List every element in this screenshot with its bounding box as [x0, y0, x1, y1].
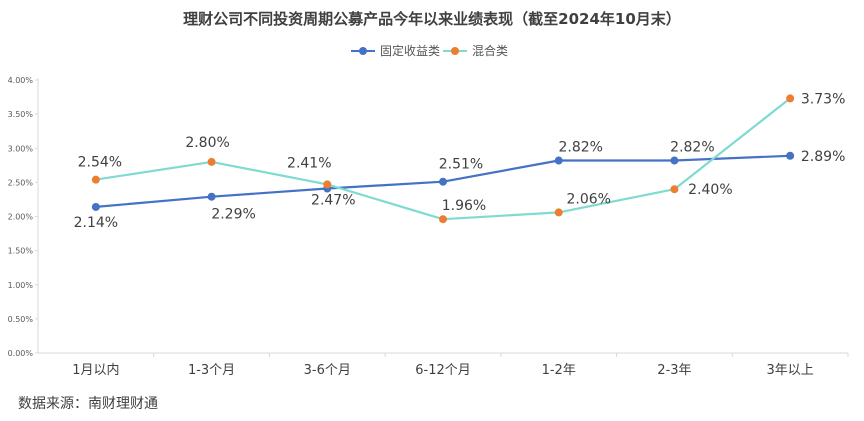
series-1-point: [207, 192, 216, 201]
series-1-data-label: 2.82%: [670, 140, 714, 156]
series-2-point: [670, 185, 679, 194]
series-1-point: [91, 202, 100, 211]
series-2-point: [323, 180, 332, 189]
legend: 固定收益类 混合类: [351, 43, 508, 58]
series-1-point: [670, 156, 679, 165]
y-tick-label: 1.00%: [8, 281, 34, 290]
series-1-point: [439, 177, 447, 186]
series-1-data-label: 2.14%: [74, 215, 118, 231]
series-markers: [91, 94, 795, 224]
series-2-data-label: 2.47%: [311, 192, 355, 208]
axes: 0.00% 0.50% 1.00% 1.50% 2.00% 2.50% 3.00% 3.50%…: [8, 76, 849, 378]
y-tick-label: 0.50%: [8, 315, 34, 324]
data-labels: 2.14% 2.29% 2.41% 2.51% 2.82% 2.82% 2.89% 2.54%…: [74, 91, 846, 231]
series-2-point: [554, 208, 563, 217]
chart-title: 理财公司不同投资周期公募产品今年以来业绩表现（截至2024年10月末）: [183, 10, 681, 28]
legend-marker-2: [451, 47, 459, 55]
series-1-data-label: 2.51%: [439, 157, 483, 173]
series-2-data-label: 3.73%: [801, 91, 845, 107]
legend-label-2: 混合类: [472, 43, 508, 58]
source-note: 数据来源：南财理财通: [18, 396, 158, 412]
x-tick-label: 6-12个月: [415, 363, 471, 378]
y-tick-label: 2.00%: [8, 213, 34, 222]
x-tick-label: 1月以内: [72, 362, 119, 378]
x-tick-label: 2-3年: [657, 363, 691, 378]
series-2-point: [439, 215, 447, 224]
y-tick-label: 3.00%: [8, 144, 34, 153]
series-2-point: [91, 175, 100, 184]
y-tick-label: 2.50%: [8, 178, 34, 187]
series-2-point: [207, 157, 216, 166]
series-1-data-label: 2.29%: [211, 207, 255, 223]
series-2-data-label: 1.96%: [442, 198, 486, 214]
x-tick-label: 3-6个月: [304, 363, 351, 378]
y-tick-label: 1.50%: [8, 247, 34, 256]
series-1-point: [554, 156, 563, 165]
series-1-data-label: 2.82%: [558, 140, 602, 156]
series-1-data-label: 2.41%: [287, 156, 331, 172]
x-tick-label: 1-2年: [542, 363, 576, 378]
series-2-data-label: 2.54%: [78, 155, 122, 171]
y-tick-label: 0.00%: [8, 349, 34, 358]
x-tick-label: 1-3个月: [188, 363, 235, 378]
y-tick-label: 4.00%: [8, 76, 34, 85]
series-2-data-label: 2.80%: [185, 135, 229, 151]
x-tick-label: 3年以上: [767, 363, 814, 378]
series-2-data-label: 2.06%: [566, 191, 610, 207]
series-2-point: [786, 94, 795, 103]
series-2-data-label: 2.40%: [688, 182, 732, 198]
series-1-point: [786, 151, 795, 160]
y-tick-label: 3.50%: [8, 110, 34, 119]
legend-marker-1: [359, 47, 367, 55]
series-1-data-label: 2.89%: [801, 149, 845, 165]
legend-label-1: 固定收益类: [380, 43, 440, 58]
